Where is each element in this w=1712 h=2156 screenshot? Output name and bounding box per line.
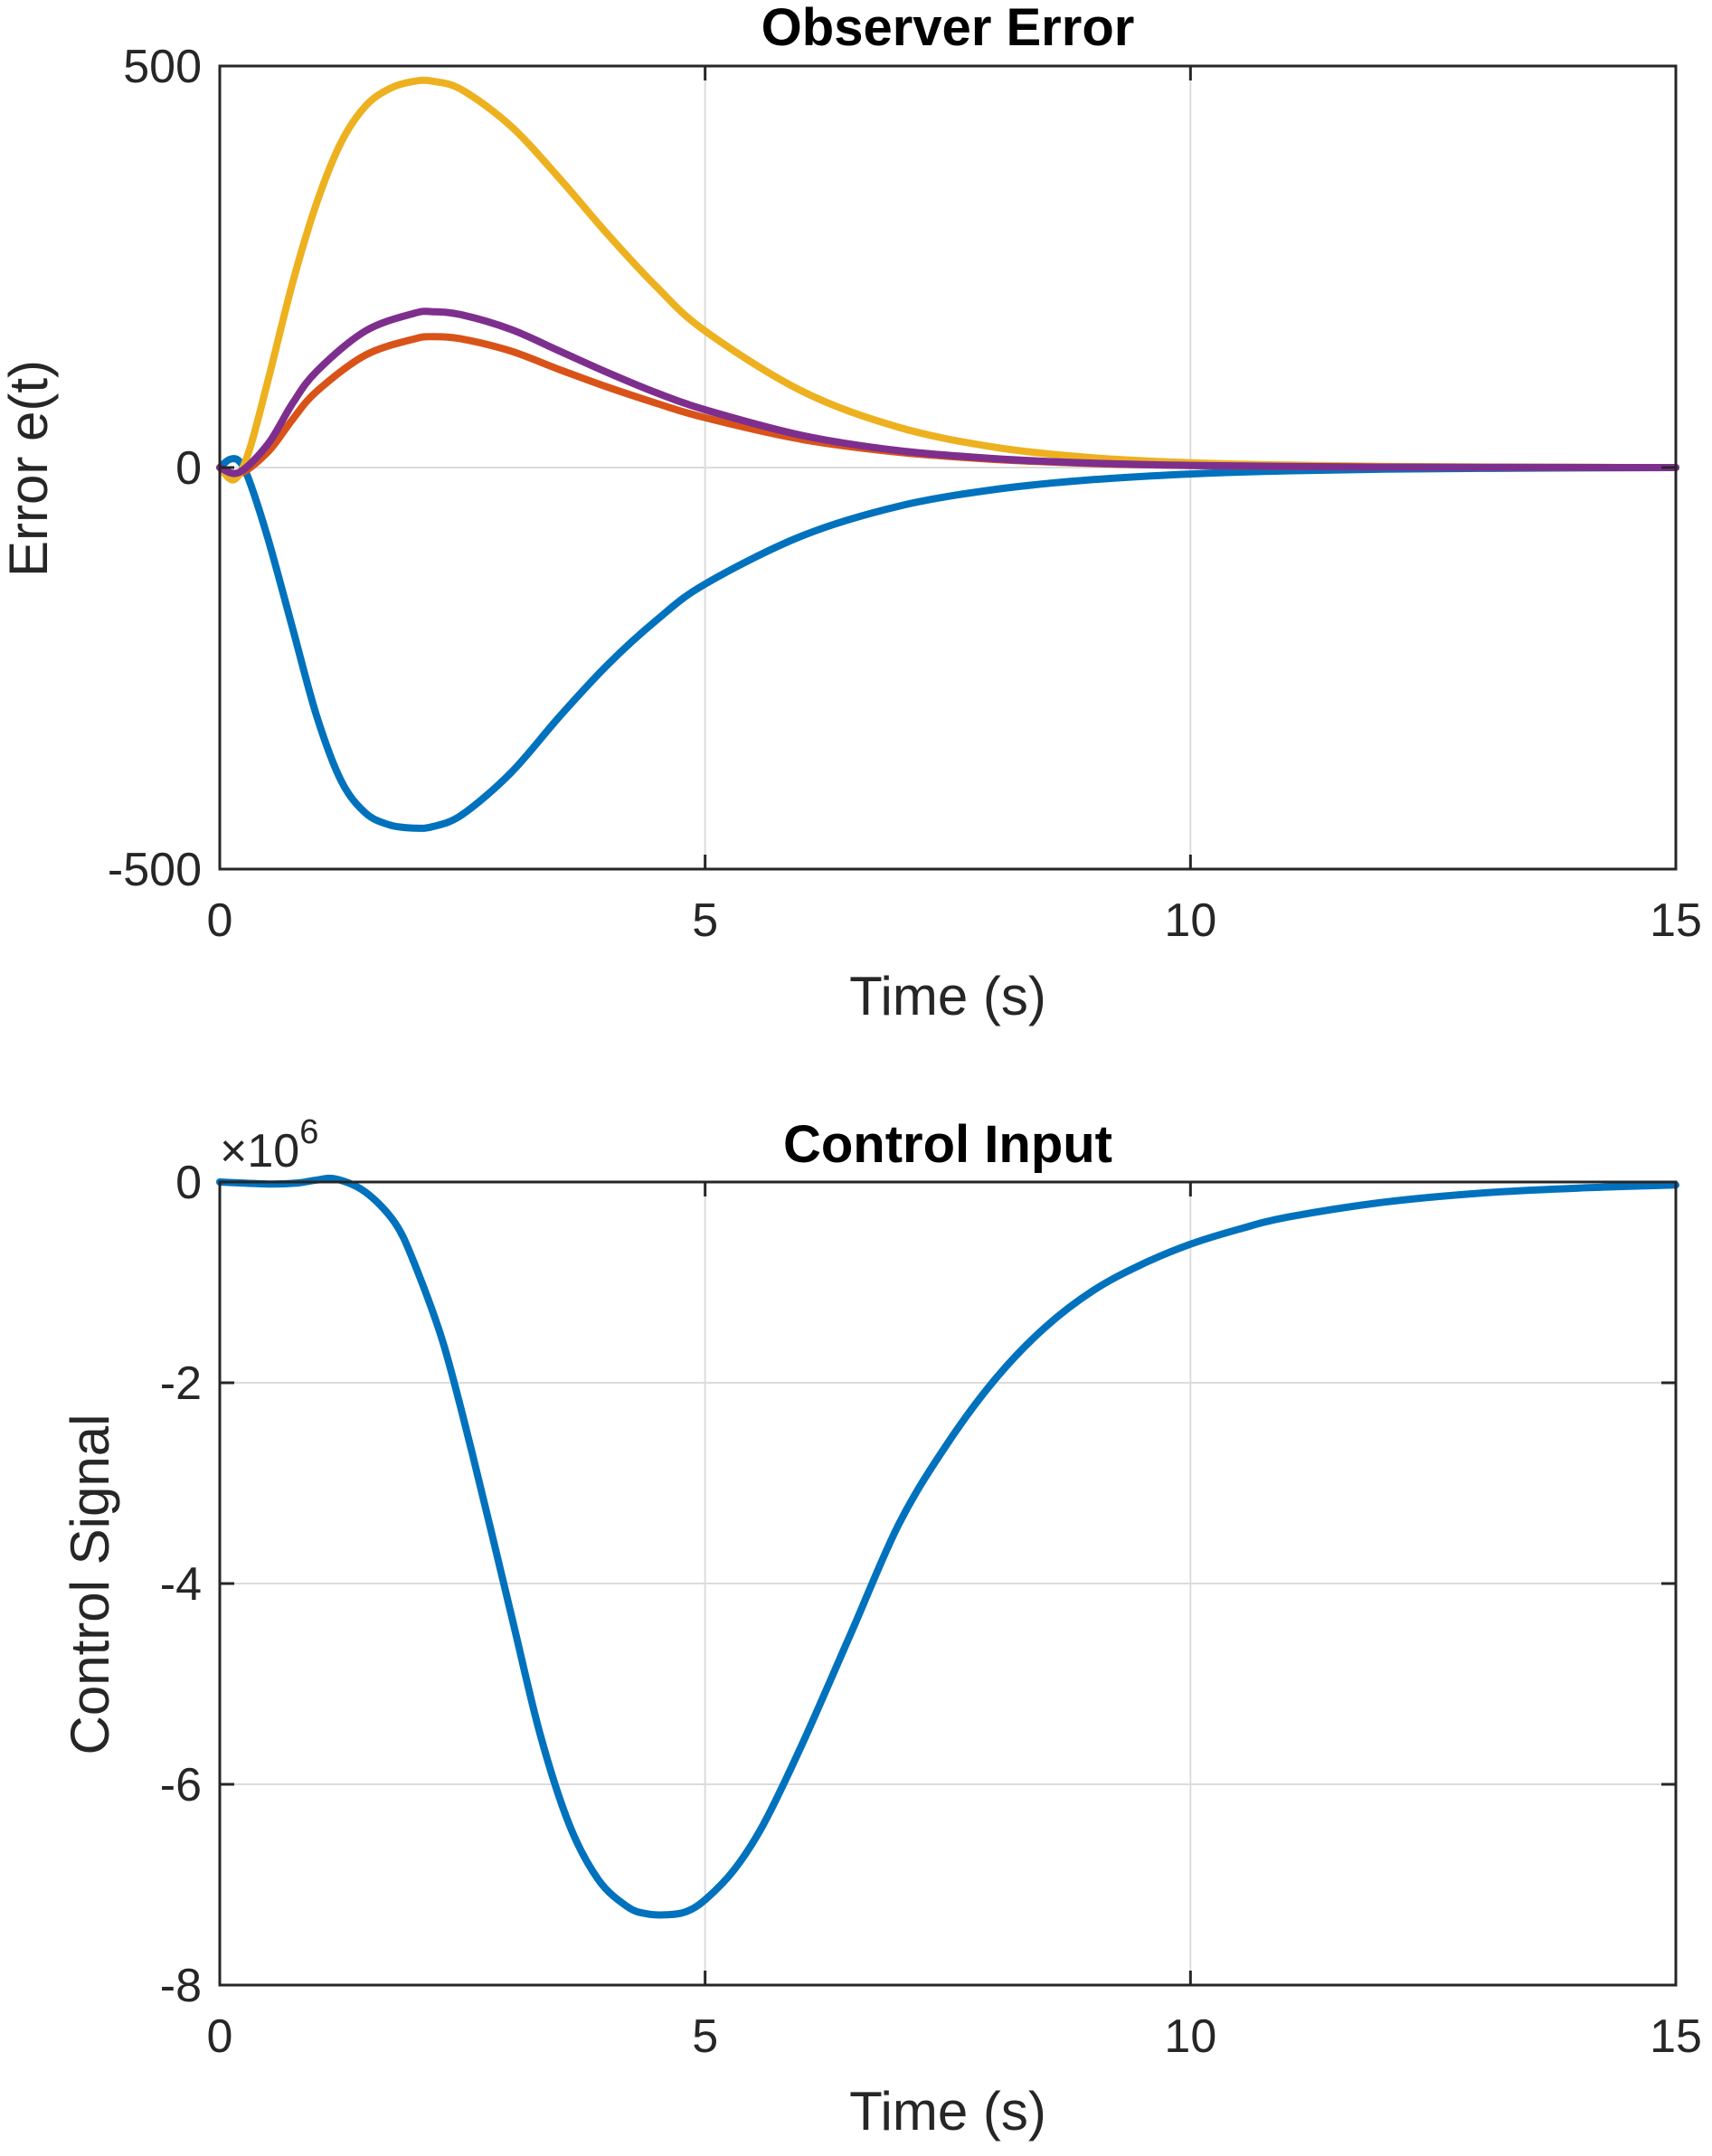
control-input-ylabel: Control Signal [60, 1414, 120, 1755]
observer-error-series-line-1 [216, 455, 1679, 832]
control-input-exponent-power: 6 [299, 1113, 318, 1151]
observer-error-xtick-label: 5 [692, 894, 718, 947]
control-input-ytick-label: -4 [160, 1558, 202, 1611]
observer-error-xtick-label: 10 [1164, 894, 1216, 947]
observer-error-title: Observer Error [761, 0, 1135, 57]
control-input-xtick-label: 10 [1164, 2010, 1216, 2063]
observer-error-ytick-label: 500 [123, 41, 202, 93]
control-input-panel: 0 5 10 15 -8 -6 -4 -2 0 Control Input Time (s) C… [60, 1113, 1702, 2142]
control-input-xtick-label: 0 [207, 2010, 233, 2063]
control-input-ytick-label: -8 [160, 1960, 202, 2012]
control-input-ytick-label: -6 [160, 1759, 202, 1811]
control-input-xtick-label: 5 [692, 2010, 718, 2063]
control-input-series-line-1 [216, 1174, 1679, 1919]
control-input-xlabel: Time (s) [849, 2081, 1046, 2142]
control-input-title: Control Input [783, 1115, 1112, 1174]
control-input-exponent-base: ×10 [220, 1125, 299, 1177]
observer-error-ytick-label: -500 [108, 844, 202, 896]
observer-error-xtick-label: 0 [207, 894, 233, 947]
control-input-exponent: ×106 [220, 1113, 318, 1177]
observer-error-series-line-4 [216, 307, 1679, 478]
observer-error-ytick-label: 0 [175, 442, 202, 495]
control-input-xtick-label: 15 [1650, 2010, 1702, 2063]
observer-error-series-line-3 [216, 76, 1679, 484]
control-input-ytick-label: -2 [160, 1357, 202, 1410]
observer-error-xlabel: Time (s) [849, 966, 1046, 1026]
control-input-ytick-label: 0 [175, 1157, 202, 1209]
observer-error-xtick-label: 15 [1650, 894, 1702, 947]
observer-error-ylabel: Error e(t) [0, 360, 59, 577]
